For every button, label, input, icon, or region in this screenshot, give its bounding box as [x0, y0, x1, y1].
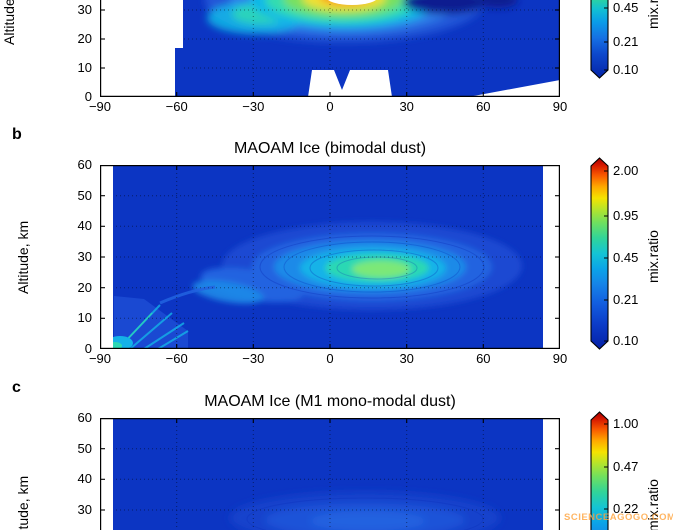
- y-tick-label: 40: [77, 218, 92, 234]
- colorbar-tick-label: 1.00: [613, 416, 639, 431]
- colorbar-tick-label: 0.21: [613, 34, 639, 49]
- y-tick-label: 0: [84, 89, 92, 104]
- colorbar-tick-label: 0.95: [613, 208, 639, 223]
- y-tick-label: 30: [77, 249, 92, 264]
- y-tick-label: 20: [77, 31, 92, 46]
- y-tick-label: 30: [77, 502, 92, 517]
- y-tick-label: 50: [77, 187, 92, 203]
- y-tick-label: 10: [77, 60, 92, 75]
- x-tick-label: −90: [88, 351, 112, 366]
- x-tick-label: −60: [165, 351, 188, 366]
- colorbar-c: [590, 411, 609, 530]
- colorbar-tick-label: 0.47: [613, 459, 639, 474]
- y-tick-label: 0: [84, 341, 92, 356]
- x-tick-label: −90: [88, 99, 112, 114]
- colorbar-tick-label: 0.10: [613, 62, 639, 77]
- panel-letter: c: [12, 379, 21, 396]
- x-tick-label: −60: [165, 99, 188, 114]
- contour-plot-b: [100, 165, 560, 349]
- panel-letter: b: [12, 126, 22, 143]
- colorbar-a: [590, 0, 609, 79]
- x-tick-label: 90: [552, 351, 568, 366]
- colorbar-tick-label: 0.21: [613, 292, 639, 307]
- y-tick-label: 20: [77, 279, 92, 295]
- colorbar-tick-label: 2.00: [613, 163, 639, 178]
- y-axis-label: Altitude, km: [1, 0, 17, 45]
- y-tick-label: 50: [77, 440, 92, 456]
- x-tick-label: 90: [552, 99, 568, 114]
- colorbar-tick-label: 0.45: [613, 250, 639, 265]
- x-tick-label: 0: [326, 351, 334, 366]
- x-tick-label: 0: [326, 99, 334, 114]
- x-tick-label: 30: [399, 351, 414, 366]
- colorbar-tick-label: 0.10: [613, 333, 639, 348]
- y-tick-label: 60: [77, 410, 92, 425]
- y-tick-label: 60: [77, 157, 92, 172]
- x-tick-label: −30: [242, 99, 265, 114]
- y-axis-label: Altitude, km: [15, 475, 31, 530]
- watermark: SCIENCEAGOGO.COM: [564, 512, 673, 523]
- x-tick-label: 60: [476, 99, 491, 114]
- colorbar-b: [590, 157, 609, 350]
- panel-title: MAOAM Ice (M1 mono-modal dust): [204, 393, 456, 410]
- y-axis-label: Altitude, km: [15, 220, 31, 294]
- y-tick-label: 40: [77, 471, 92, 487]
- contour-plot-c: [100, 418, 560, 530]
- x-tick-label: 60: [476, 351, 491, 366]
- y-tick-label: 10: [77, 310, 92, 326]
- y-tick-label: 30: [77, 2, 92, 17]
- colorbar-tick-label: 0.22: [613, 501, 639, 516]
- x-tick-label: 30: [399, 99, 414, 114]
- contour-plot-a: [100, 0, 560, 98]
- x-tick-label: −30: [242, 351, 265, 366]
- panel-title: MAOAM Ice (bimodal dust): [233, 140, 427, 157]
- colorbar-tick-label: 0.45: [613, 0, 639, 15]
